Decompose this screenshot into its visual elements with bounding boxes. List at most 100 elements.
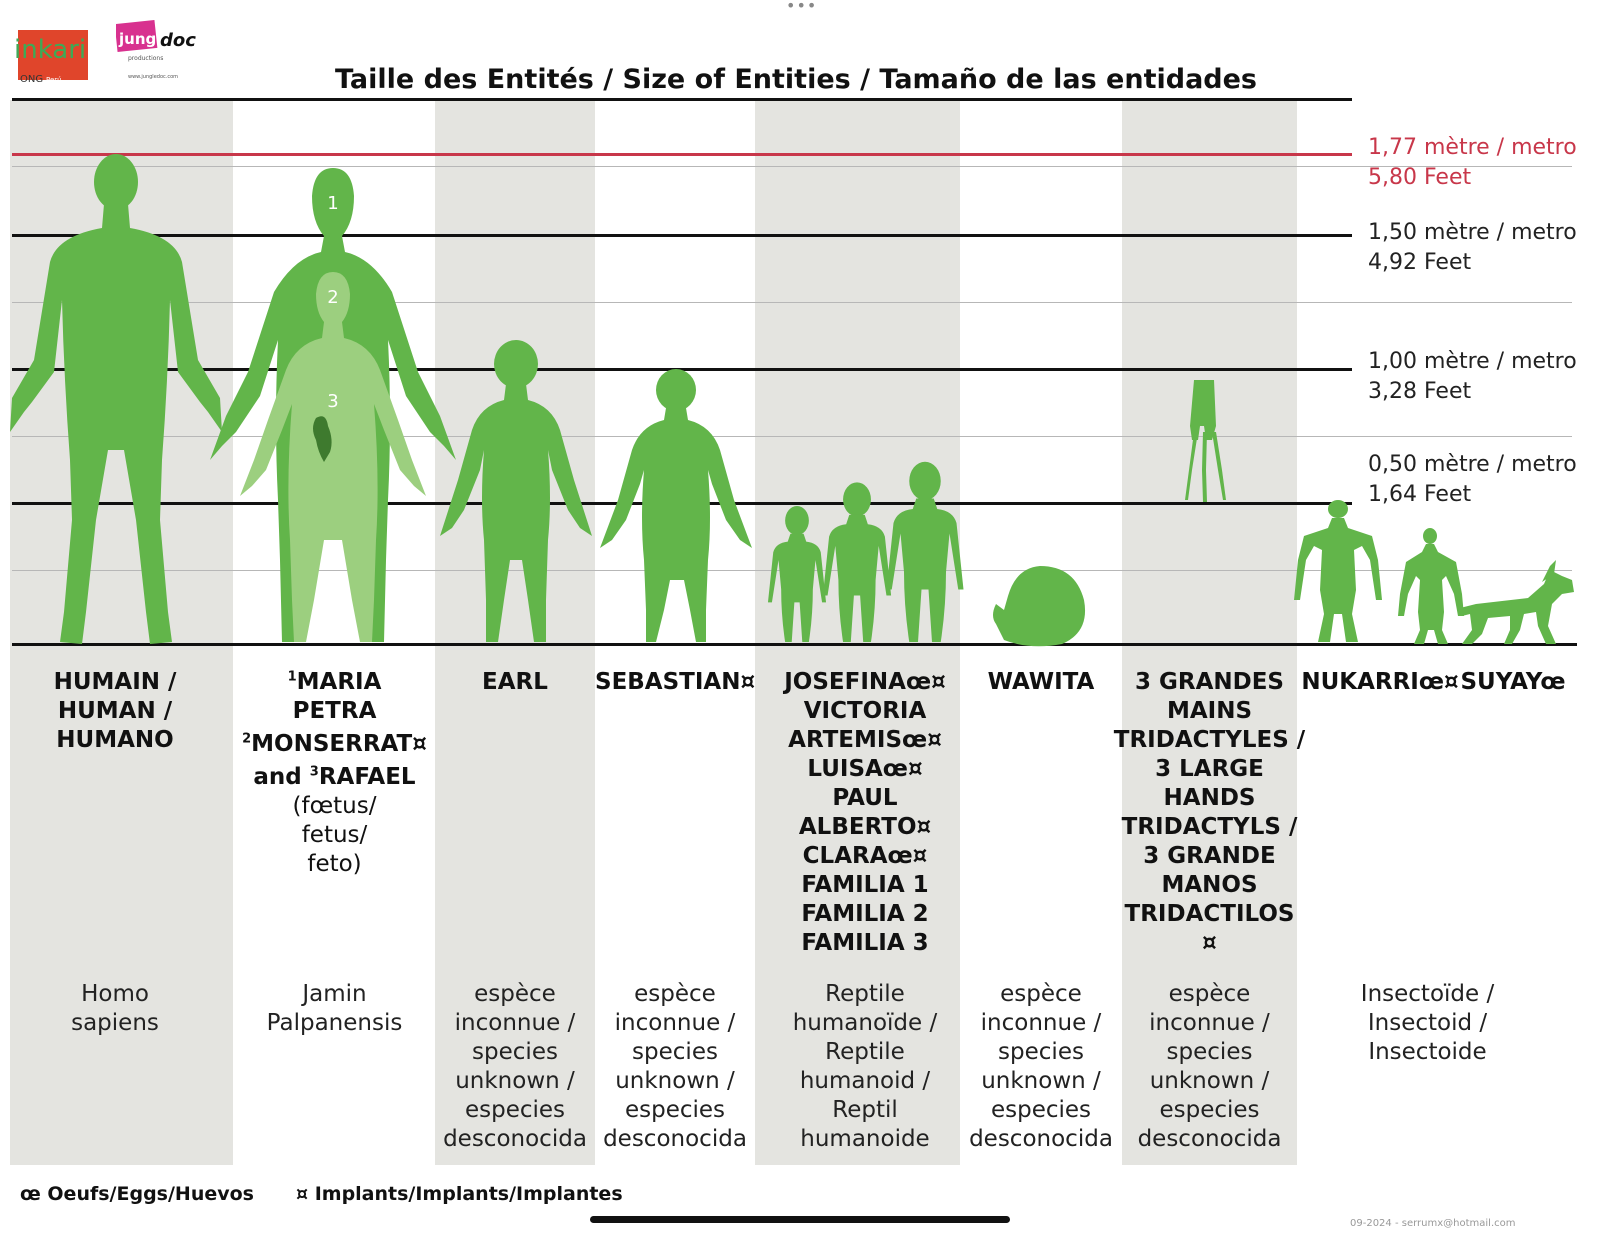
species-reptiles: Reptile humanoïde / Reptile humanoid / R… [765,980,965,1154]
name-line: ¤ [1202,930,1217,956]
measure-metres: 1,00 mètre / metro [1368,349,1577,374]
gridline [12,436,1572,437]
name-line: SUYAYœ [1460,669,1566,695]
name-line: fetus/ [301,822,368,848]
species-line: inconnue / [1149,1010,1270,1036]
superscript-1: 1 [287,669,297,685]
species-line: humanoide [800,1126,930,1152]
name-text: MARIA [296,669,382,695]
name-line: PAUL [832,785,898,811]
entity-name-wawita: WAWITA [960,668,1122,697]
species-line: species [1166,1039,1253,1065]
name-line: CLARAœ¤ [802,843,928,869]
measure-metres: 1,77 mètre / metro [1368,135,1577,160]
species-line: espèce [474,981,556,1007]
entity-name-tridactyl-hands: 3 GRANDES MAINS TRIDACTYLES / 3 LARGE HA… [1112,668,1307,958]
species-human: Homo sapiens [20,980,210,1038]
height-line-150 [12,234,1352,237]
species-line: Reptil [832,1097,898,1123]
earl-silhouette [440,340,592,642]
species-line: especies [464,1097,566,1123]
name-line: TRIDACTYLES / [1113,727,1306,753]
chart-title: Taille des Entités / Size of Entities / … [335,64,1257,95]
jungledoc-logo-doc: doc [160,30,196,51]
superscript-2: 2 [242,731,252,747]
species-line: desconocida [969,1126,1113,1152]
scrollbar[interactable] [590,1216,1010,1223]
species-wawita: espèce inconnue / species unknown / espe… [960,980,1122,1154]
name-line: feto) [307,851,362,877]
entity-name-maria-petra: 1MARIA PETRA 2MONSERRAT¤ and 3RAFAEL (fœ… [232,668,437,879]
species-line: espèce [1168,981,1251,1007]
name-line: FAMILIA 3 [801,930,929,956]
name-line: MAINS [1166,698,1253,724]
measure-label-050: 0,50 mètre / metro 1,64 Feet [1368,450,1577,510]
species-line: humanoid / [799,1068,931,1094]
figure-number-2: 2 [327,287,338,308]
name-line: ALBERTO¤ [798,814,932,840]
species-line: inconnue / [454,1010,576,1036]
name-line: MANOS [1161,872,1258,898]
name-line: EARL [482,669,548,695]
measure-feet: 5,80 Feet [1368,165,1472,190]
name-line: FAMILIA 2 [801,901,929,927]
name-line: TRIDACTYLS / [1121,814,1298,840]
species-line: species [472,1039,558,1065]
tridactyl-hands-silhouette [1185,380,1226,502]
species-line: humanoïde / [792,1010,938,1036]
species-line: Homo [81,981,149,1007]
species-line: especies [990,1097,1092,1123]
nukarri-silhouettes [1294,500,1464,644]
species-line: espèce [1000,981,1082,1007]
name-line: TRIDACTILOS [1124,901,1295,927]
name-line: 1MARIA [232,668,437,697]
height-line-177 [12,153,1352,156]
jungledoc-logo: jungle doc productions www.jungledoc.com [114,19,196,82]
measure-label-100: 1,00 mètre / metro 3,28 Feet [1368,347,1577,407]
legend-eggs: œ Oeufs/Eggs/Huevos [20,1183,254,1205]
jungledoc-logo-url: www.jungledoc.com [128,74,178,80]
species-maria-petra: Jamin Palpanensis [232,980,437,1038]
name-line: HANDS [1163,785,1256,811]
name-text: RAFAEL [318,764,416,790]
name-line: SEBASTIAN¤ [595,669,756,695]
window-dots-icon[interactable]: ••• [786,0,818,15]
species-line: Jamin [302,981,367,1007]
name-line: PETRA [292,698,377,724]
superscript-3: 3 [309,764,319,780]
species-line: especies [1159,1097,1260,1123]
gridline [12,166,1572,167]
human-silhouette [10,154,222,644]
name-line: 3 GRANDE [1143,843,1276,869]
species-line: especies [624,1097,726,1123]
species-earl: espèce inconnue / species unknown / espe… [435,980,595,1154]
species-line: unknown / [1149,1068,1270,1094]
entity-name-reptiles: JOSEFINAœ¤ VICTORIA ARTEMISœ¤ LUISAœ¤ PA… [755,668,975,958]
jungledoc-logo-sub: productions [128,55,163,62]
species-line: desconocida [603,1126,747,1152]
entity-name-earl: EARL [435,668,595,697]
species-sebastian: espèce inconnue / species unknown / espe… [595,980,755,1154]
entity-silhouettes: 1 2 3 [10,154,1574,647]
measure-label-177: 1,77 mètre / metro 5,80 Feet [1368,133,1577,193]
entity-name-nukarri: NUKARRIœ¤ [1300,668,1460,697]
wawita-silhouette [993,566,1086,647]
species-line: inconnue / [980,1010,1102,1036]
name-line: HUMAIN / [53,669,177,695]
name-line: VICTORIA [803,698,927,724]
measure-metres: 1,50 mètre / metro [1368,220,1577,245]
column-shade-earl [435,100,595,1165]
species-insectoid: Insectoïde / Insectoid / Insectoide [1340,980,1515,1067]
species-line: Palpanensis [266,1010,403,1036]
name-line: LUISAœ¤ [807,756,923,782]
species-line: Insectoide [1368,1039,1487,1065]
inkari-logo-peru: Perú [46,76,62,84]
name-line: 3 GRANDES [1134,669,1285,695]
name-line: 3 LARGE [1155,756,1264,782]
name-line: HUMANO [56,727,174,753]
sebastian-silhouette [600,369,752,642]
height-line-100 [12,368,1352,371]
name-line: 2MONSERRAT¤ [232,730,437,759]
name-line: WAWITA [987,669,1095,695]
measure-label-150: 1,50 mètre / metro 4,92 Feet [1368,218,1577,278]
